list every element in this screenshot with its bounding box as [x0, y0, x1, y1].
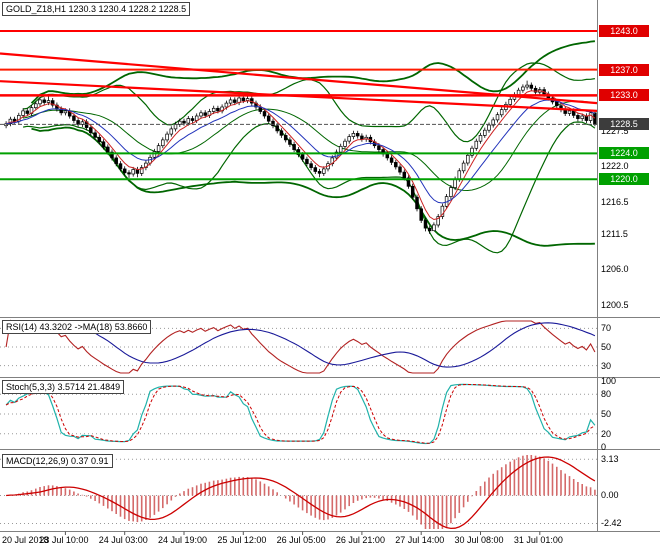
price-axis-label: 1200.5: [601, 299, 629, 310]
stoch-scale-label: 100: [601, 376, 617, 386]
stoch-indicator-label: Stoch(5,3,3) 3.5714 21.4849: [2, 380, 125, 394]
time-axis-label: 27 Jul 14:00: [395, 535, 445, 545]
price-badge: 1243.0: [599, 24, 649, 37]
time-axis-label: 31 Jul 01:00: [513, 535, 563, 545]
price-axis-label: 1222.0: [601, 161, 629, 172]
time-axis-label: 26 Jul 05:00: [276, 535, 326, 545]
price-badge: 1228.5: [599, 118, 649, 131]
time-axis-label: 23 Jul 10:00: [39, 535, 89, 545]
rsi-scale-label: 30: [601, 360, 612, 371]
price-badge: 1233.0: [599, 89, 649, 102]
price-axis-label: 1206.0: [601, 264, 629, 275]
time-axis-label: 24 Jul 19:00: [158, 535, 208, 545]
stoch-scale-label: 80: [601, 389, 612, 400]
price-axis-label: 1211.5: [601, 228, 628, 239]
price-badge: 1237.0: [599, 63, 649, 76]
stoch-scale-label: 50: [601, 409, 612, 419]
time-axis-label: 25 Jul 12:00: [217, 535, 267, 545]
macd-scale-label: -2.42: [601, 518, 622, 529]
time-axis-label: 26 Jul 21:00: [335, 535, 385, 545]
rsi-indicator-label: RSI(14) 43.3202 ->MA(18) 53.8660: [2, 320, 152, 334]
price-badge: 1224.0: [599, 147, 649, 160]
price-axis-label: 1216.5: [601, 196, 629, 207]
macd-scale-label: 3.13: [601, 454, 619, 465]
macd-scale-label: 0.00: [601, 490, 619, 501]
rsi-scale-label: 50: [601, 342, 612, 352]
stoch-scale-label: 0: [601, 442, 607, 452]
chart-title: GOLD_Z18,H1 1230.3 1230.4 1228.2 1228.5: [2, 2, 191, 16]
time-axis-label: 30 Jul 08:00: [454, 535, 504, 545]
time-axis-label: 20 Jul 2018: [2, 535, 49, 545]
stoch-scale-label: 20: [601, 428, 612, 439]
rsi-scale-label: 70: [601, 323, 612, 334]
price-axis-label: 1227.5: [601, 125, 629, 136]
price-badge: 1220.0: [599, 173, 649, 186]
macd-indicator-label: MACD(12,26,9) 0.37 0.91: [2, 454, 113, 468]
time-axis-label: 24 Jul 03:00: [98, 535, 148, 545]
